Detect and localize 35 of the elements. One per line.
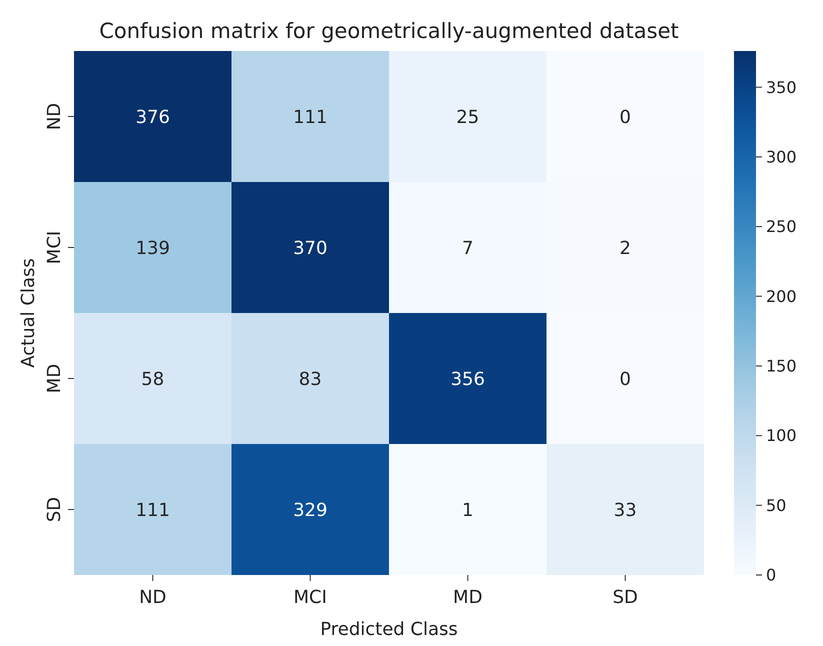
x-tick-label: SD	[612, 587, 638, 608]
color-bar-label: 100	[766, 426, 797, 446]
data-label: 2	[620, 238, 631, 259]
y-tick-label: MD	[44, 364, 65, 394]
color-bar-label: 150	[766, 356, 797, 376]
color-bar-label: 350	[766, 78, 797, 97]
data-label: 111	[293, 106, 328, 128]
data-label: 1	[462, 500, 474, 521]
x-tick-label: MD	[453, 587, 482, 608]
color-bar-label: 200	[766, 286, 797, 306]
color-bar-label: 300	[766, 148, 797, 167]
x-tick-label: ND	[139, 587, 166, 608]
y-tick-label: MCI	[44, 230, 65, 264]
color-bar-label: 50	[766, 496, 786, 515]
y-tick-label: ND	[44, 102, 65, 130]
data-label: 0	[620, 106, 631, 128]
x-tick-label: MCI	[294, 587, 327, 608]
data-label: 0	[620, 368, 631, 390]
data-label: 111	[136, 500, 170, 521]
data-label: 370	[293, 238, 328, 259]
data-label: 139	[136, 238, 170, 259]
y-axis-title: Actual Class	[18, 258, 39, 368]
data-label: 25	[456, 106, 480, 128]
y-tick-label: SD	[44, 496, 65, 522]
data-label: 33	[614, 500, 637, 521]
color-bar-label: 0	[766, 566, 776, 585]
color-bar-label: 250	[766, 217, 797, 236]
data-label: 376	[136, 106, 170, 128]
x-axis-title: Predicted Class	[320, 619, 458, 640]
data-label: 83	[298, 368, 322, 390]
chart-title: Confusion matrix for geometrically-augmented dataset	[99, 19, 679, 43]
data-label: 329	[293, 500, 328, 521]
data-label: 58	[141, 368, 164, 390]
data-label: 356	[450, 368, 485, 390]
data-label: 7	[462, 238, 474, 259]
